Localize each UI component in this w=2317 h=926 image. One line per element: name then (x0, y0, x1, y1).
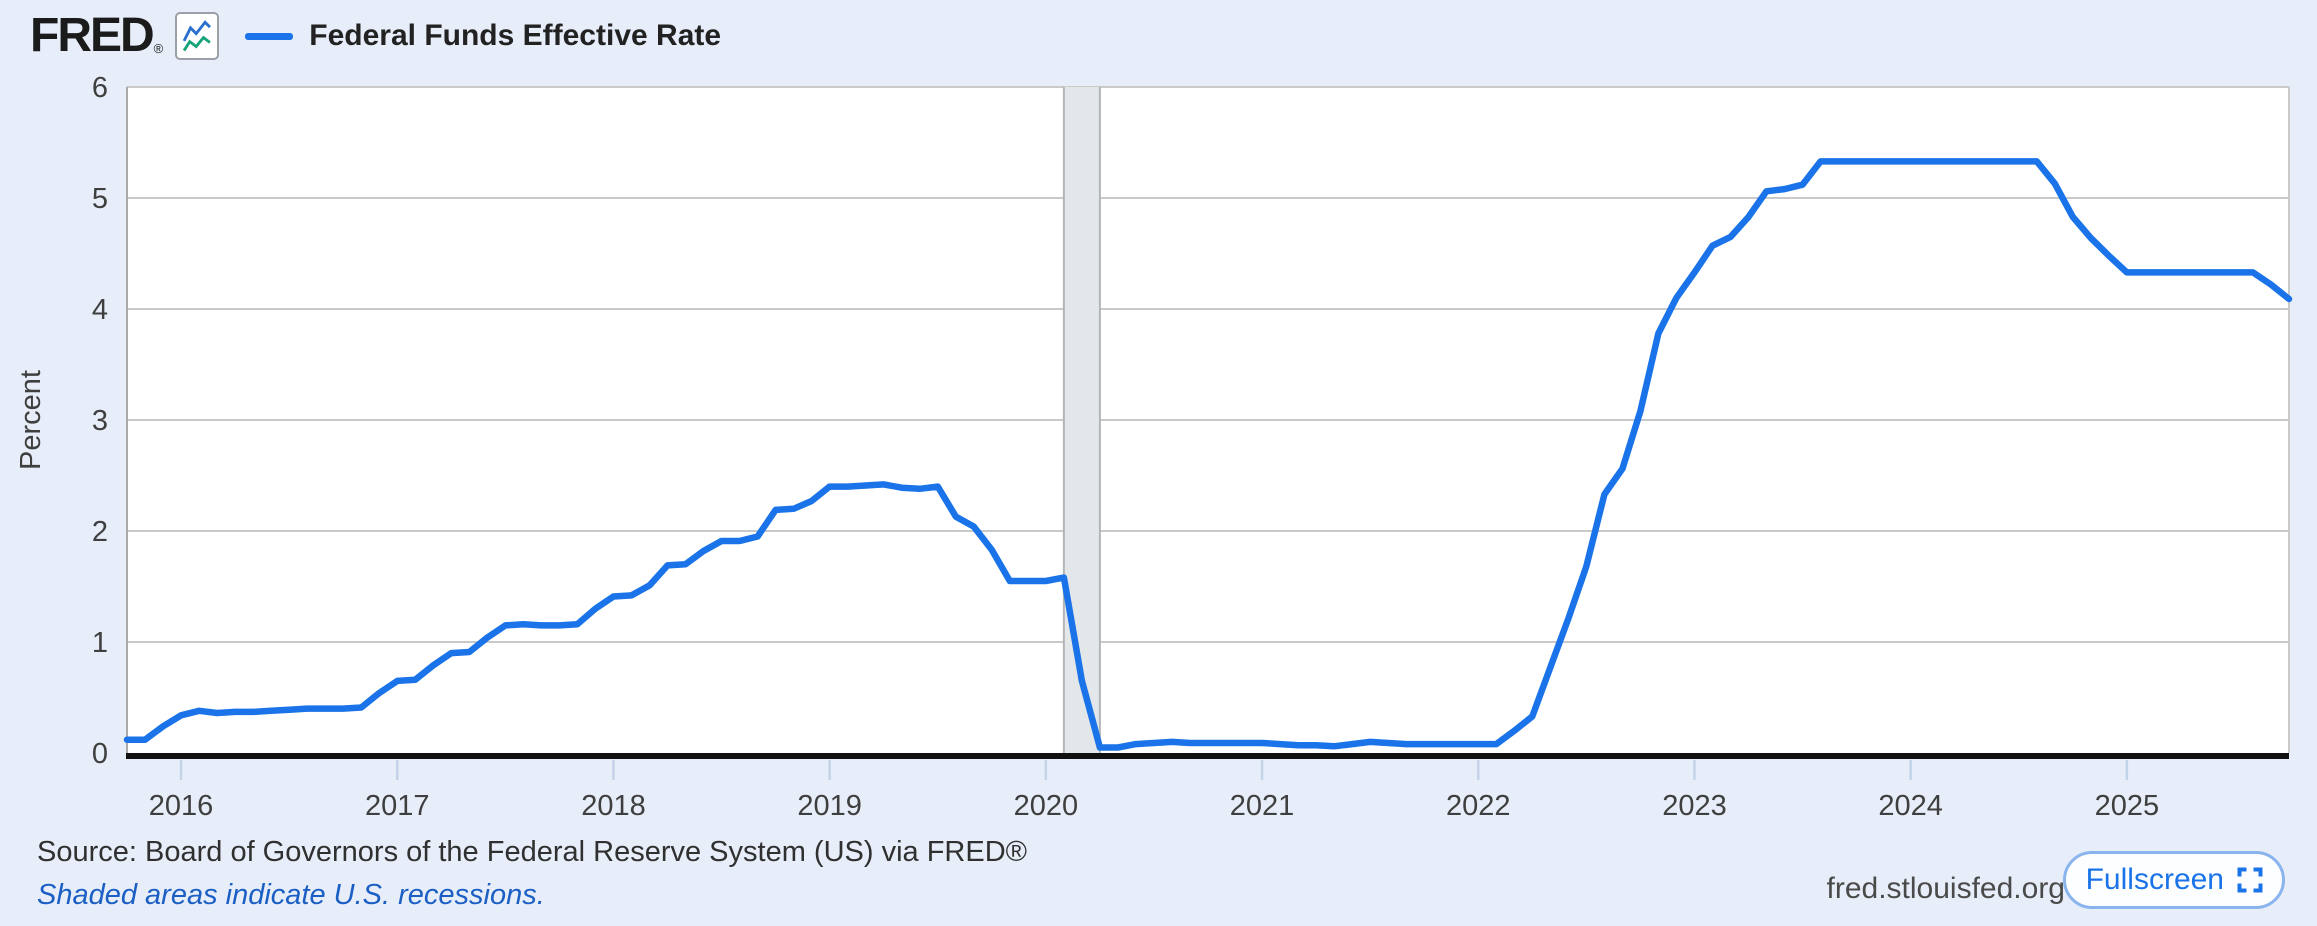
svg-text:2025: 2025 (2095, 790, 2160, 822)
svg-text:2017: 2017 (365, 790, 430, 822)
svg-text:3: 3 (92, 405, 108, 437)
legend-line-swatch (245, 32, 294, 40)
sparkline-teal (183, 35, 212, 52)
recession-note-link[interactable]: Shaded areas indicate U.S. recessions. (37, 879, 545, 911)
svg-text:2023: 2023 (1662, 790, 1727, 822)
svg-text:0: 0 (92, 738, 108, 770)
svg-text:5: 5 (92, 183, 108, 215)
rate-line-chart[interactable]: 2016 2017 2018 2019 2020 2021 2022 2023 2024 2025… (0, 0, 2317, 830)
fred-sparkline-icon (175, 12, 220, 60)
svg-text:6: 6 (92, 72, 108, 104)
chart-header: FRED ® Federal Funds Effective Rate (30, 8, 721, 64)
svg-text:Percent: Percent (15, 370, 47, 470)
sparkline-blue (183, 20, 212, 42)
svg-text:2019: 2019 (797, 790, 862, 822)
expand-corners-icon (2237, 867, 2263, 893)
svg-text:2018: 2018 (581, 790, 646, 822)
svg-text:1: 1 (92, 627, 108, 659)
svg-text:2: 2 (92, 516, 108, 548)
svg-text:2024: 2024 (1878, 790, 1943, 822)
fullscreen-button-label: Fullscreen (2085, 863, 2224, 896)
source-text: Source: Board of Governors of the Federa… (37, 836, 1028, 868)
fred-logo-registered-mark: ® (153, 41, 164, 56)
svg-text:2021: 2021 (1230, 790, 1295, 822)
svg-text:2016: 2016 (149, 790, 214, 822)
legend-series-label: Federal Funds Effective Rate (309, 19, 722, 52)
series-legend: Federal Funds Effective Rate (245, 19, 721, 53)
fullscreen-button[interactable]: Fullscreen (2062, 851, 2285, 909)
fred-logo[interactable]: FRED (30, 9, 155, 62)
site-watermark: fred.stlouisfed.org (1826, 872, 2065, 905)
svg-text:4: 4 (92, 294, 108, 326)
svg-text:2020: 2020 (1014, 790, 1079, 822)
svg-text:2022: 2022 (1446, 790, 1511, 822)
